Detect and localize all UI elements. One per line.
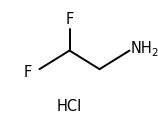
Text: HCl: HCl	[57, 99, 82, 114]
Text: F: F	[65, 12, 74, 27]
Text: 2: 2	[151, 47, 158, 58]
Text: NH: NH	[130, 41, 152, 56]
Text: F: F	[24, 65, 32, 80]
